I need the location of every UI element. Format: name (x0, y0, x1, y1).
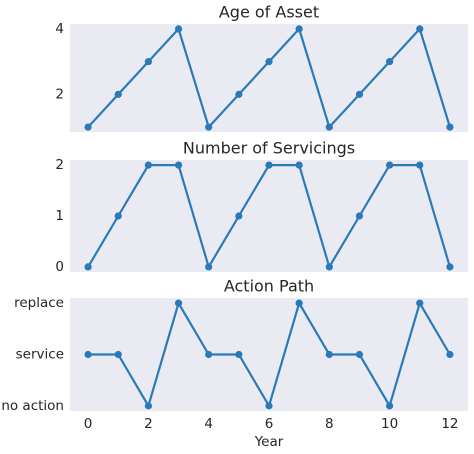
x-tick-label: 4 (204, 416, 213, 432)
point (295, 25, 303, 33)
point (205, 263, 213, 271)
point (325, 123, 333, 131)
point (84, 123, 92, 131)
x-tick-label: 2 (144, 416, 153, 432)
x-tick-label: 12 (441, 416, 458, 432)
y-tick-label: service (16, 347, 64, 363)
x-tick-label: 6 (265, 416, 274, 432)
plot-area (70, 24, 468, 132)
point (446, 263, 454, 271)
point (144, 58, 152, 66)
point (84, 263, 92, 271)
point (416, 161, 424, 169)
point (416, 299, 424, 307)
y-tick-label: 0 (55, 259, 64, 275)
x-tick-label: 8 (325, 416, 334, 432)
point (235, 90, 243, 98)
point (205, 123, 213, 131)
y-tick-label: replace (14, 295, 64, 311)
point (355, 212, 364, 220)
point (114, 350, 122, 359)
point (265, 402, 273, 410)
point (144, 402, 152, 410)
plot-area (70, 160, 468, 272)
point (325, 350, 333, 359)
point (174, 299, 183, 307)
point (295, 299, 303, 307)
point (84, 350, 92, 359)
point (386, 402, 394, 410)
point (144, 161, 152, 169)
y-tick-label: 1 (55, 208, 64, 224)
point (174, 161, 183, 169)
point (174, 25, 183, 33)
point (265, 58, 273, 66)
point (114, 90, 122, 98)
point (416, 25, 424, 33)
point (446, 350, 454, 359)
point (205, 350, 213, 359)
plot-area (70, 298, 468, 411)
point (265, 161, 273, 169)
y-tick-label: 4 (55, 21, 64, 37)
y-tick-label: no action (1, 398, 64, 414)
y-tick-label: 2 (55, 86, 64, 102)
x-axis-label: Year (254, 434, 284, 450)
x-tick-label: 10 (381, 416, 398, 432)
point (295, 161, 303, 169)
point (114, 212, 122, 220)
point (355, 350, 364, 359)
point (386, 161, 394, 169)
point (386, 58, 394, 66)
x-tick-label: 0 (84, 416, 93, 432)
point (235, 350, 243, 359)
point (446, 123, 454, 131)
point (325, 263, 333, 271)
point (355, 90, 364, 98)
y-tick-label: 2 (55, 157, 64, 173)
chart-title: Action Path (224, 277, 314, 296)
point (235, 212, 243, 220)
chart-title: Number of Servicings (183, 139, 355, 158)
chart-title: Age of Asset (219, 3, 319, 22)
